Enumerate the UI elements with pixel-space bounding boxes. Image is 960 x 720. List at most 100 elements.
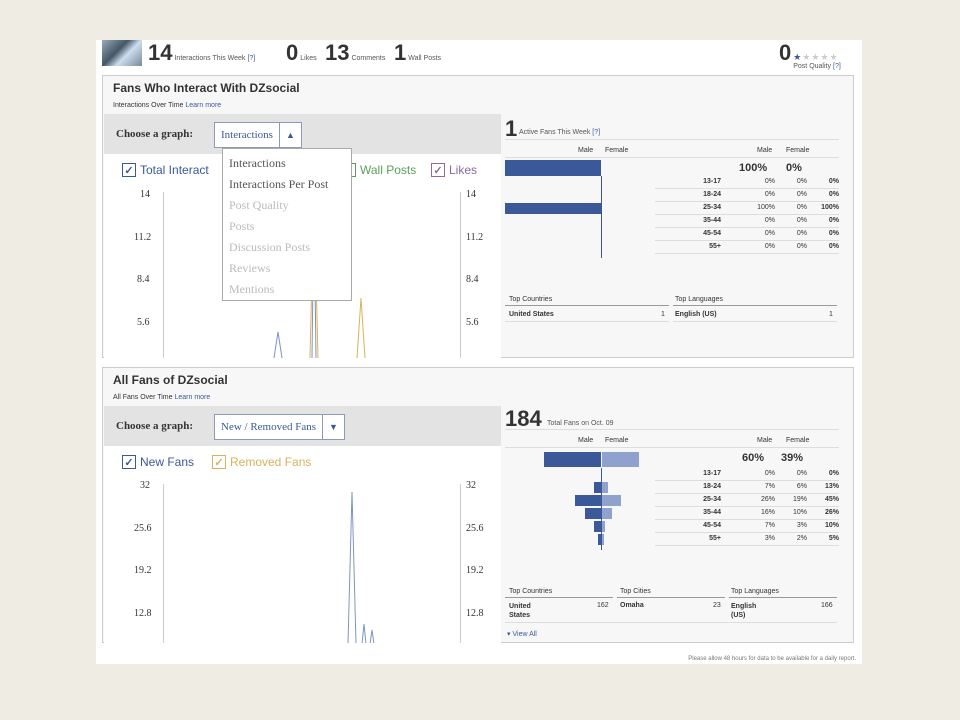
- panel-title: All Fans of DZsocial: [113, 373, 228, 387]
- legend-new-fans[interactable]: ✓ New Fans: [122, 455, 194, 469]
- y-axis-right: [460, 484, 461, 643]
- checkbox-icon[interactable]: ✓: [122, 163, 136, 177]
- female-header-right: Female: [786, 147, 810, 154]
- comments-stat: 13 Comments: [325, 40, 385, 66]
- legend-wall-posts[interactable]: ✓ Wall Posts: [342, 163, 416, 177]
- total-fans-count: 184: [505, 406, 542, 431]
- summary-bar: 14 Interactions This Week [?] 0 Likes 13…: [96, 40, 862, 70]
- divider: [729, 597, 837, 598]
- male-bar: [505, 203, 601, 214]
- age-label: 45-54: [703, 230, 721, 237]
- choose-graph-label: Choose a graph:: [116, 128, 194, 140]
- male-pct: 0%: [764, 470, 775, 477]
- top-languages-header: Top Languages: [675, 296, 723, 303]
- age-label: 25-34: [703, 496, 721, 503]
- row-divider: [655, 532, 839, 533]
- male-pct: 16%: [760, 509, 775, 516]
- total-pct: 0%: [828, 243, 839, 250]
- top-country-count: 1: [661, 311, 665, 318]
- y-tick-left: 14: [140, 189, 150, 200]
- comments-label: Comments: [351, 55, 386, 62]
- top-language-count: 1: [829, 311, 833, 318]
- checkbox-icon[interactable]: ✓: [122, 455, 136, 469]
- checkbox-icon[interactable]: ✓: [431, 163, 445, 177]
- learn-more-link[interactable]: Learn more: [185, 102, 222, 109]
- female-pct: 10%: [792, 509, 807, 516]
- male-header-right: Male: [757, 437, 773, 444]
- graph-select[interactable]: Interactions ▲: [214, 122, 302, 148]
- legend-likes[interactable]: ✓ Likes: [431, 163, 477, 177]
- center-axis: [601, 176, 602, 258]
- female-pct: 6%: [796, 483, 807, 490]
- female-bar: [602, 482, 608, 493]
- total-pct: 10%: [824, 522, 839, 529]
- female-pct: 0%: [796, 470, 807, 477]
- wallposts-count: 1: [394, 40, 407, 65]
- total-pct: 5%: [828, 535, 839, 542]
- y-tick-left: 19.2: [134, 565, 152, 576]
- series-line-total: [273, 331, 283, 358]
- active-fans-count: 1: [505, 116, 518, 141]
- y-tick-right: 8.4: [466, 274, 479, 285]
- row-divider: [655, 493, 839, 494]
- dropdown-item: Discussion Posts: [229, 240, 311, 254]
- view-all-link[interactable]: ▾ View All: [507, 631, 537, 638]
- post-quality-label: Post Quality: [793, 63, 831, 70]
- total-male-bar: [544, 452, 601, 467]
- legend-total[interactable]: ✓ Total Interact: [122, 163, 209, 177]
- learn-more-link[interactable]: Learn more: [174, 394, 211, 401]
- checkbox-icon[interactable]: ✓: [212, 455, 226, 469]
- male-bar: [575, 495, 601, 506]
- chevron-down-icon[interactable]: ▼: [322, 415, 344, 439]
- row-divider: [655, 506, 839, 507]
- total-fans-label: Total Fans on Oct. 09: [547, 420, 614, 427]
- interactions-stat: 14 Interactions This Week [?]: [148, 40, 255, 66]
- likes-label: Likes: [300, 55, 317, 62]
- panel-title: Fans Who Interact With DZsocial: [113, 81, 300, 95]
- series-line-new-2: [361, 623, 367, 643]
- y-tick-left: 8.4: [137, 274, 150, 285]
- male-pct: 7%: [764, 522, 775, 529]
- total-pct: 13%: [824, 483, 839, 490]
- legend-removed-fans[interactable]: ✓ Removed Fans: [212, 455, 311, 469]
- age-label: 25-34: [703, 204, 721, 211]
- interactions-help-link[interactable]: [?]: [247, 55, 256, 62]
- male-header-left: Male: [578, 147, 594, 154]
- dropdown-item[interactable]: Interactions: [229, 156, 286, 170]
- age-label: 35-44: [703, 217, 721, 224]
- panel-subtitle: Interactions Over Time Learn more: [113, 102, 221, 109]
- legend-total-label: Total Interact: [140, 163, 209, 177]
- y-tick-right: 19.2: [466, 565, 484, 576]
- chevron-up-icon[interactable]: ▲: [278, 123, 301, 147]
- row-divider: [655, 480, 839, 481]
- graph-chooser: Choose a graph: New / Removed Fans ▼: [104, 406, 501, 446]
- female-pct: 0%: [796, 217, 807, 224]
- graph-area: Choose a graph: Interactions ▲ Interacti…: [104, 114, 501, 358]
- female-bar: [602, 495, 621, 506]
- total-male-bar: [505, 160, 601, 176]
- dropdown-item: Mentions: [229, 282, 275, 296]
- interactions-count: 14: [148, 40, 173, 65]
- active-fans-label: Active Fans This Week [?]: [519, 129, 600, 136]
- active-fans-help-link[interactable]: [?]: [592, 129, 601, 136]
- dropdown-item: Post Quality: [229, 198, 289, 212]
- total-pct: 45%: [824, 496, 839, 503]
- dropdown-item[interactable]: Interactions Per Post: [229, 177, 329, 191]
- top-languages-header: Top Languages: [731, 588, 779, 595]
- post-quality-help-link[interactable]: [?]: [833, 63, 841, 70]
- male-pct: 100%: [757, 204, 775, 211]
- female-header-right: Female: [786, 437, 810, 444]
- series-line-wall-2: [356, 297, 366, 358]
- row-divider: [655, 201, 839, 202]
- divider: [505, 622, 837, 623]
- y-tick-right: 32: [466, 480, 476, 491]
- star-rating-icon: ★ ★ ★ ★ ★: [793, 52, 838, 62]
- male-pct: 0%: [764, 230, 775, 237]
- divider: [505, 597, 613, 598]
- y-tick-right: 25.6: [466, 523, 484, 534]
- graph-select[interactable]: New / Removed Fans ▼: [214, 414, 346, 440]
- center-axis: [601, 468, 602, 550]
- age-label: 13-17: [703, 470, 721, 477]
- page-avatar[interactable]: [102, 40, 142, 66]
- series-line-new: [347, 491, 357, 643]
